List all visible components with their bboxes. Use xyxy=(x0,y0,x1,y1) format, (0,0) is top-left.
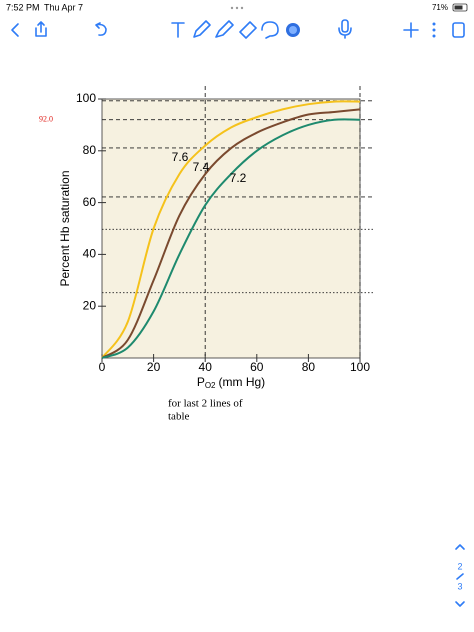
pen-tool[interactable] xyxy=(193,20,211,38)
page-separator xyxy=(456,573,464,580)
y-tick-label: 100 xyxy=(76,91,96,105)
x-axis-label: PO2 (mm Hg) xyxy=(197,375,265,390)
status-date: Thu Apr 7 xyxy=(44,2,83,12)
x-tick-label: 0 xyxy=(99,360,106,374)
toolbar xyxy=(11,19,465,39)
highlighter-tool[interactable] xyxy=(215,20,234,38)
reference-label: 92.0 xyxy=(39,115,53,124)
x-tick-label: 80 xyxy=(302,360,316,374)
lasso-tool[interactable] xyxy=(261,21,279,39)
multitask-dots xyxy=(230,6,244,10)
battery-percent: 71% xyxy=(432,3,448,12)
undo-button[interactable] xyxy=(95,22,107,36)
page-up[interactable] xyxy=(455,544,465,550)
battery-icon xyxy=(452,3,468,12)
plot-background xyxy=(101,98,361,359)
curve xyxy=(101,118,361,359)
curve-label: 7.6 xyxy=(172,150,189,164)
page-down[interactable] xyxy=(455,601,465,607)
x-tick-label: 20 xyxy=(147,360,161,374)
y-tick-label: 60 xyxy=(83,195,97,209)
add-button[interactable] xyxy=(403,22,419,38)
share-button[interactable] xyxy=(35,21,47,37)
curve xyxy=(101,100,361,359)
more-button[interactable] xyxy=(432,22,436,38)
status-time: 7:52 PM xyxy=(6,2,40,12)
x-axis-label-part: P xyxy=(197,375,205,389)
note-line: for last 2 lines of xyxy=(168,398,243,410)
x-axis-label-part: (mm Hg) xyxy=(219,375,266,389)
y-axis-label: Percent Hb saturation xyxy=(58,170,72,286)
y-tick-label: 80 xyxy=(83,143,97,157)
page-nav: 2 3 xyxy=(455,544,465,607)
curve-label: 7.2 xyxy=(230,171,247,185)
x-axis-label-part: O2 xyxy=(205,381,216,390)
text-tool[interactable] xyxy=(171,22,185,38)
mic-button[interactable] xyxy=(338,19,352,39)
x-tick-label: 100 xyxy=(350,360,370,374)
page-total: 3 xyxy=(457,581,462,591)
color-picker[interactable] xyxy=(286,23,300,37)
x-tick-label: 40 xyxy=(199,360,213,374)
y-tick-label: 20 xyxy=(83,298,97,312)
page-current: 2 xyxy=(457,561,462,571)
x-tick-label: 60 xyxy=(250,360,264,374)
eraser-tool[interactable] xyxy=(239,21,257,39)
y-tick-label: 40 xyxy=(83,247,97,261)
curve xyxy=(101,108,361,359)
curve-label: 7.4 xyxy=(193,160,210,174)
pages-button[interactable] xyxy=(452,22,465,38)
back-button[interactable] xyxy=(11,23,19,37)
note-line: table xyxy=(168,411,189,423)
